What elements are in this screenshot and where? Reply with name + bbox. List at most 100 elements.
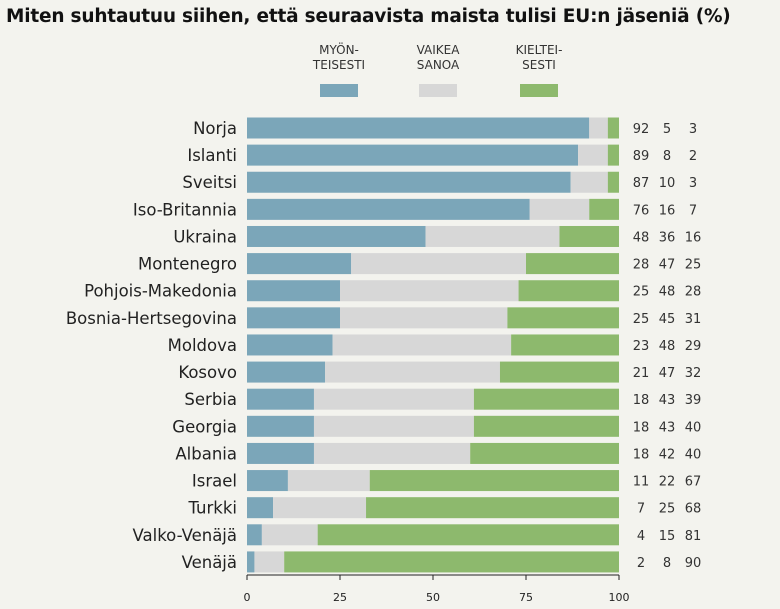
value-label: 7 bbox=[637, 502, 645, 517]
value-label: 32 bbox=[685, 366, 702, 381]
value-label: 11 bbox=[633, 475, 650, 490]
bar-segment bbox=[247, 280, 340, 302]
value-label: 21 bbox=[633, 366, 650, 381]
value-label: 45 bbox=[659, 312, 676, 327]
bar-segment bbox=[313, 442, 471, 464]
bar-segment bbox=[340, 307, 508, 329]
bar-segment bbox=[247, 334, 333, 356]
value-label: 16 bbox=[685, 230, 702, 245]
category-label: Norja bbox=[193, 119, 237, 138]
value-label: 18 bbox=[633, 393, 650, 408]
value-label: 48 bbox=[659, 339, 676, 354]
value-label: 25 bbox=[659, 502, 676, 517]
bar-segment bbox=[247, 144, 579, 166]
value-label: 87 bbox=[633, 176, 650, 191]
value-label: 10 bbox=[659, 176, 676, 191]
category-label: Valko-Venäjä bbox=[133, 526, 237, 545]
category-label: Islanti bbox=[187, 146, 237, 165]
value-label: 48 bbox=[633, 230, 650, 245]
value-label: 3 bbox=[689, 176, 697, 191]
value-label: 18 bbox=[633, 447, 650, 462]
legend-line: KIELTEI- bbox=[515, 43, 563, 57]
bar-segment bbox=[254, 551, 285, 573]
bar-segment bbox=[607, 171, 619, 193]
bar-segment bbox=[247, 524, 262, 546]
bar-segment bbox=[273, 497, 367, 519]
value-label: 43 bbox=[659, 420, 676, 435]
bar-segment bbox=[526, 253, 619, 275]
category-label: Serbia bbox=[184, 390, 237, 409]
bar-segment bbox=[313, 415, 474, 437]
bar-segment bbox=[473, 415, 619, 437]
value-label: 76 bbox=[633, 203, 650, 218]
bar-segment bbox=[607, 144, 619, 166]
category-label: Iso-Britannia bbox=[133, 200, 237, 219]
category-label: Sveitsi bbox=[182, 173, 237, 192]
legend-label-negative: KIELTEI- SESTI bbox=[489, 43, 589, 73]
bar-segment bbox=[559, 225, 619, 247]
value-label: 2 bbox=[637, 556, 645, 571]
bar-segment bbox=[261, 524, 318, 546]
value-label: 40 bbox=[685, 420, 702, 435]
category-label: Kosovo bbox=[178, 363, 237, 382]
category-label: Israel bbox=[192, 472, 237, 491]
value-label: 90 bbox=[685, 556, 702, 571]
value-label: 68 bbox=[685, 502, 702, 517]
legend-swatch-neutral bbox=[419, 84, 457, 97]
bar-segment bbox=[247, 388, 314, 410]
value-label: 47 bbox=[659, 366, 676, 381]
bar-segment bbox=[366, 497, 619, 519]
value-label: 89 bbox=[633, 149, 650, 164]
x-tick-label: 0 bbox=[244, 591, 251, 604]
bar-segment bbox=[247, 307, 340, 329]
value-label: 15 bbox=[659, 529, 676, 544]
category-label: Turkki bbox=[187, 499, 237, 518]
category-label: Pohjois-Makedonia bbox=[84, 282, 237, 301]
legend-line: VAIKEA bbox=[416, 43, 460, 57]
legend-line: SESTI bbox=[522, 58, 556, 72]
category-label: Georgia bbox=[172, 417, 237, 436]
bar-segment bbox=[317, 524, 619, 546]
value-label: 2 bbox=[689, 149, 697, 164]
value-label: 18 bbox=[633, 420, 650, 435]
bar-segment bbox=[247, 470, 288, 492]
bar-segment bbox=[529, 198, 590, 220]
bar-segment bbox=[473, 388, 619, 410]
bar-segment bbox=[247, 415, 314, 437]
value-label: 40 bbox=[685, 447, 702, 462]
bar-segment bbox=[247, 253, 352, 275]
value-label: 43 bbox=[659, 393, 676, 408]
bar-segment bbox=[369, 470, 619, 492]
bar-segment bbox=[578, 144, 608, 166]
legend-line: SANOA bbox=[416, 58, 460, 72]
value-label: 29 bbox=[685, 339, 702, 354]
legend-label-neutral: VAIKEA SANOA bbox=[388, 43, 488, 73]
x-tick-label: 25 bbox=[333, 591, 347, 604]
value-label: 67 bbox=[685, 475, 702, 490]
bar-segment bbox=[247, 198, 530, 220]
bar-segment bbox=[351, 253, 526, 275]
bar-segment bbox=[425, 225, 560, 247]
value-label: 7 bbox=[689, 203, 697, 218]
bar-segment bbox=[247, 551, 255, 573]
legend-swatch-negative bbox=[520, 84, 558, 97]
value-label: 28 bbox=[633, 258, 650, 273]
value-label: 25 bbox=[633, 285, 650, 300]
category-label: Ukraina bbox=[173, 227, 237, 246]
category-label: Montenegro bbox=[138, 255, 237, 274]
bar-segment bbox=[247, 117, 590, 139]
bar-segment bbox=[570, 171, 608, 193]
category-label: Venäjä bbox=[182, 553, 237, 572]
bar-segment bbox=[332, 334, 512, 356]
value-label: 28 bbox=[685, 285, 702, 300]
value-label: 8 bbox=[663, 149, 671, 164]
category-label: Moldova bbox=[168, 336, 237, 355]
value-label: 48 bbox=[659, 285, 676, 300]
x-tick-label: 100 bbox=[609, 591, 630, 604]
value-label: 23 bbox=[633, 339, 650, 354]
bar-segment bbox=[247, 361, 326, 383]
bar-segment bbox=[507, 307, 619, 329]
bar-segment bbox=[470, 442, 619, 464]
